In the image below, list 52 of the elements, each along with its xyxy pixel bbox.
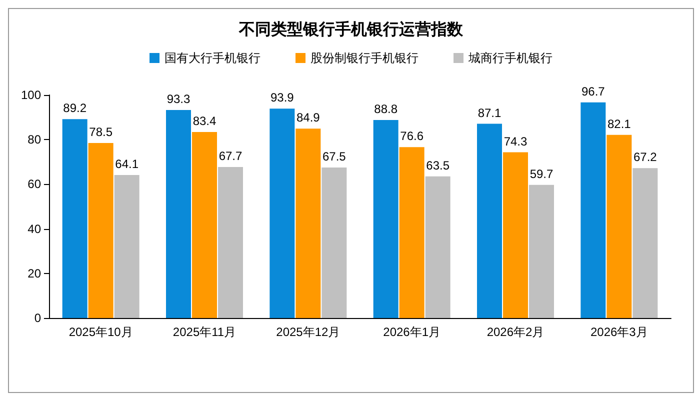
- legend-label: 城商行手机银行: [468, 51, 552, 65]
- data-label: 89.2: [63, 101, 87, 116]
- data-label: 67.7: [218, 149, 242, 164]
- y-tick-label: 40: [28, 222, 42, 236]
- bar: [296, 128, 321, 318]
- legend-label: 股份制银行手机银行: [310, 51, 418, 65]
- data-label: 67.5: [322, 149, 346, 164]
- y-tick-label: 80: [28, 132, 42, 147]
- data-label: 93.9: [270, 90, 294, 105]
- data-label: 59.7: [530, 166, 554, 181]
- x-tick-label: 2026年3月: [590, 325, 648, 339]
- bar: [529, 184, 554, 318]
- bar: [192, 132, 217, 318]
- data-label: 78.5: [89, 124, 113, 139]
- y-tick-label: 100: [20, 88, 42, 102]
- bar: [322, 167, 347, 318]
- x-tick-label: 2025年11月: [172, 325, 236, 339]
- data-label: 83.4: [192, 114, 216, 128]
- bar: [503, 152, 528, 318]
- data-label: 87.1: [478, 106, 502, 120]
- bar: [62, 119, 88, 318]
- bar: [425, 176, 450, 318]
- data-label: 67.2: [633, 150, 658, 164]
- bar: [477, 124, 502, 318]
- data-label: 84.9: [296, 110, 320, 125]
- y-tick-label: 60: [28, 177, 42, 192]
- bar: [373, 120, 398, 318]
- data-label: 64.1: [115, 157, 139, 172]
- data-label: 96.7: [581, 84, 606, 98]
- y-tick-label: 20: [28, 266, 42, 280]
- data-label: 88.8: [374, 102, 398, 116]
- data-label: 82.1: [607, 116, 632, 131]
- bar: [166, 110, 191, 318]
- data-label: 63.5: [426, 158, 450, 172]
- data-label: 74.3: [504, 134, 528, 148]
- bar: [114, 175, 140, 318]
- x-tick-label: 2025年12月: [276, 325, 340, 339]
- bar: [88, 142, 114, 318]
- bar: [270, 108, 295, 318]
- x-tick-label: 2026年1月: [383, 325, 441, 339]
- data-label: 93.3: [166, 92, 190, 106]
- legend-label: 国有大行手机银行: [164, 51, 260, 65]
- bar: [218, 167, 243, 318]
- x-tick-label: 2026年2月: [486, 325, 544, 339]
- bar: [399, 147, 424, 318]
- y-tick-label: 0: [34, 311, 42, 325]
- bar: [580, 102, 606, 318]
- bar: [606, 134, 632, 318]
- data-label: 76.6: [400, 129, 424, 144]
- chart-title: 不同类型银行手机银行运营指数: [238, 20, 464, 38]
- bar: [632, 168, 658, 318]
- x-tick-label: 2025年10月: [68, 325, 133, 339]
